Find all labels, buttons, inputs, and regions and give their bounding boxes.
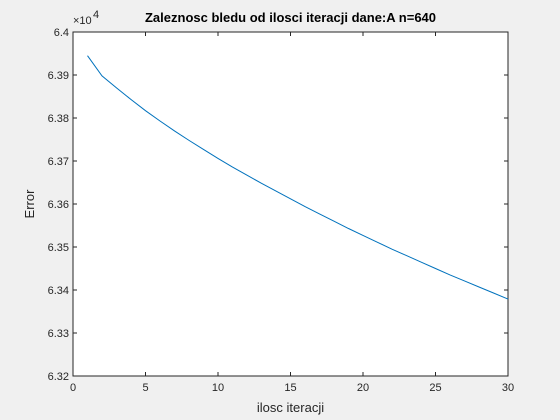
chart-title: Zaleznosc bledu od ilosci iteracji dane:… [145,10,436,25]
y-tick-label: 6.38 [48,113,69,125]
x-tick-label: 20 [357,382,369,394]
plot-area [72,31,509,377]
x-axis-title: ilosc iteracji [257,400,324,415]
x-tick-label: 0 [70,382,76,394]
x-tick-label: 30 [502,382,514,394]
x-tick-label: 5 [142,382,148,394]
y-tick-label: 6.33 [48,328,69,340]
y-tick-label: 6.36 [48,199,69,211]
x-tick-label: 10 [212,382,224,394]
y-tick-label: 6.39 [48,70,69,82]
series-layer [87,55,509,300]
ticks-layer: 0 5 10 15 20 25 30 6.32 6.33 6.34 6.35 6.36 6.37 6.38… [48,27,515,394]
x-tick-label: 25 [429,382,441,394]
y-tick-label: 6.35 [48,242,69,254]
series-line [87,55,509,300]
y-tick-label: 6.4 [54,27,69,39]
y-tick-label: 6.37 [48,156,69,168]
y-axis-title: Error [22,189,37,219]
y-exponent-power: 4 [93,9,99,21]
y-exponent-label: ×10 [73,15,92,27]
y-tick-label: 6.32 [48,371,69,383]
y-tick-label: 6.34 [48,285,69,297]
x-tick-label: 15 [284,382,296,394]
